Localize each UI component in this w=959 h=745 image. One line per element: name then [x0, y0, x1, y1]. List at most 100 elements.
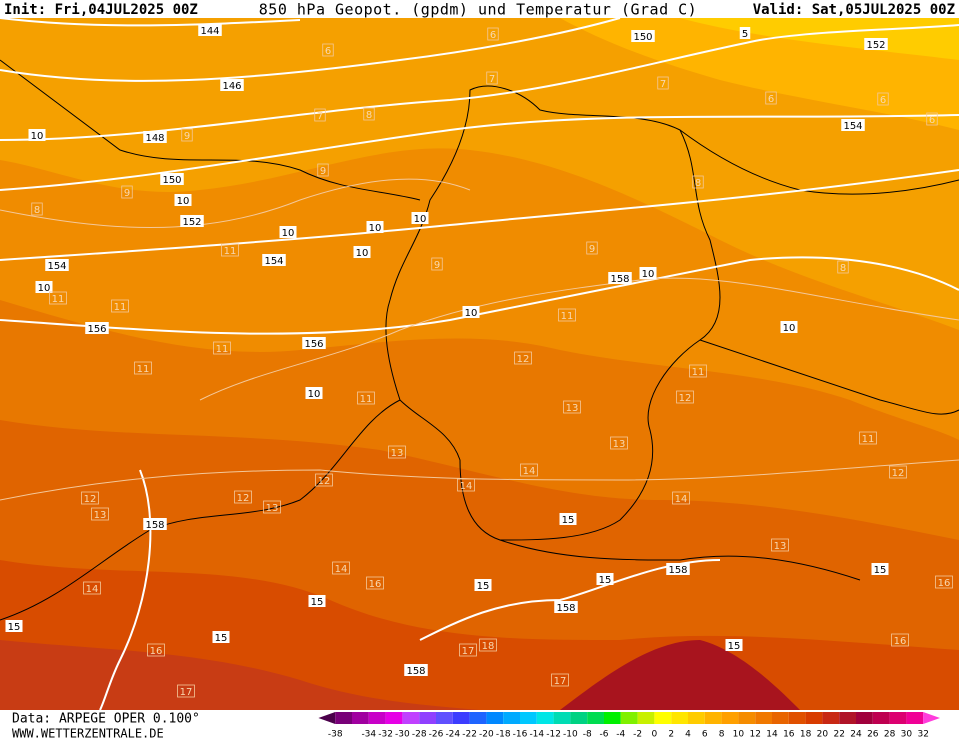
contour-label-box: [332, 561, 350, 575]
contour-label-box: [221, 243, 239, 257]
country-border: [699, 339, 959, 415]
isotherm-label: 7: [660, 79, 666, 90]
isohypse: [0, 169, 959, 261]
isotherm-label: 14: [523, 466, 536, 477]
colorbar-label: 26: [867, 730, 879, 740]
colorbar-cell: [788, 712, 806, 724]
isotherm-label: 13: [266, 503, 279, 514]
isotherm-label: 13: [613, 439, 626, 450]
isohypse-label: 150: [162, 175, 181, 186]
contour-label-box: [91, 507, 109, 521]
contour-label-box: [134, 361, 152, 375]
isotherm-label: 9: [184, 131, 190, 142]
contour-label-box: [666, 563, 690, 575]
site-url: WWW.WETTERZENTRALE.DE: [12, 727, 164, 741]
colorbar-cell: [436, 712, 453, 724]
contour-label-box: [610, 436, 628, 450]
colorbar-label: -12: [546, 730, 561, 740]
colorbar-cell: [335, 712, 352, 724]
contour-label-box: [739, 27, 751, 39]
contour-label-box: [262, 254, 286, 266]
country-border: [499, 539, 861, 581]
contour-label-box: [198, 24, 222, 36]
colorbar-cell: [839, 712, 856, 724]
contour-label-box: [462, 306, 480, 318]
isotherm-label: 11: [137, 364, 150, 375]
contour-label-box: [859, 431, 877, 445]
colorbar-cell: [654, 712, 672, 724]
colorbar-cell: [906, 712, 924, 724]
isotherm-label: 14: [675, 494, 688, 505]
isotherm-label: 11: [216, 344, 229, 355]
colorbar-cell: [553, 712, 571, 724]
contour-label-box: [608, 272, 632, 284]
isohypse-label: 156: [87, 324, 106, 335]
colorbar-label: -38: [328, 730, 343, 740]
isotherm: [199, 277, 959, 401]
contour-label-box: [558, 308, 576, 322]
colorbar-cell: [419, 712, 436, 724]
field-south-west: [0, 640, 480, 710]
colorbar-label: -24: [445, 730, 460, 740]
contour-label-box: [220, 79, 244, 91]
isotherm-label: 17: [462, 646, 475, 657]
contour-label-box: [474, 579, 492, 591]
contour-label-box: [314, 108, 326, 122]
init-time: Init: Fri,04JUL2025 00Z: [4, 2, 198, 18]
contour-label-box: [889, 465, 907, 479]
contour-label-box: [891, 633, 909, 647]
contour-label-box: [692, 175, 704, 189]
isotherm-label: 5: [742, 29, 748, 40]
contour-label-box: [676, 390, 694, 404]
isohypse-label: 158: [610, 274, 629, 285]
contour-label-box: [181, 128, 193, 142]
colorbar-cell: [856, 712, 873, 724]
colorbar-cell: [536, 712, 554, 724]
contour-label-box: [180, 215, 204, 227]
isotherm-label: 11: [224, 246, 237, 257]
colorbar-label: -6: [600, 730, 609, 740]
isotherm: [0, 459, 959, 501]
isohypse: [99, 469, 152, 711]
colorbar-cell: [637, 712, 655, 724]
contour-label-box: [388, 445, 406, 459]
map-title: 850 hPa Geopot. (gpdm) und Temperatur (G…: [259, 1, 697, 19]
isotherm-label: 14: [335, 564, 348, 575]
isotherm-label: 9: [589, 244, 595, 255]
contour-label-box: [411, 212, 429, 224]
contour-label-box: [366, 221, 384, 233]
colorbar-label: 6: [702, 730, 708, 740]
contour-label-box: [212, 631, 230, 643]
contour-label-box: [771, 538, 789, 552]
isotherm-label: 16: [150, 646, 163, 657]
colorbar-cell: [620, 712, 638, 724]
colorbar-cell: [503, 712, 520, 724]
isotherm-label: 15: [311, 597, 324, 608]
isohypse: [0, 17, 621, 82]
contour-label-box: [871, 563, 889, 575]
contour-label-box: [317, 163, 329, 177]
contour-label-box: [554, 601, 578, 613]
colorbar: -38 -34 -32 -30 -28 -26 -24 -22 -20 -18 -16 -14 -12-…: [318, 712, 940, 740]
isotherm-label: 11: [360, 394, 373, 405]
colorbar-label: 32: [917, 730, 928, 740]
isotherm-label: 6: [490, 30, 496, 41]
contour-label-box: [725, 639, 743, 651]
isotherm-label: 17: [180, 687, 193, 698]
isotherm-label: 15: [728, 641, 741, 652]
contour-label-box: [486, 71, 498, 85]
valid-time: Valid: Sat,05JUL2025 00Z: [753, 2, 955, 18]
contour-label-box: [121, 185, 133, 199]
isotherm-label: 15: [477, 581, 490, 592]
contour-label-box: [45, 259, 69, 271]
isotherm-label: 10: [282, 228, 295, 239]
isohypse-label: 152: [866, 40, 885, 51]
field-warm-north: [0, 18, 959, 330]
isohypse-label: 150: [633, 32, 652, 43]
isohypses: [0, 17, 959, 711]
isohypse-label: 156: [304, 339, 323, 350]
isotherm-label: 11: [114, 302, 127, 313]
isotherm-label: 10: [369, 223, 382, 234]
colorbar-label: -10: [563, 730, 578, 740]
contour-label-box: [404, 664, 428, 676]
